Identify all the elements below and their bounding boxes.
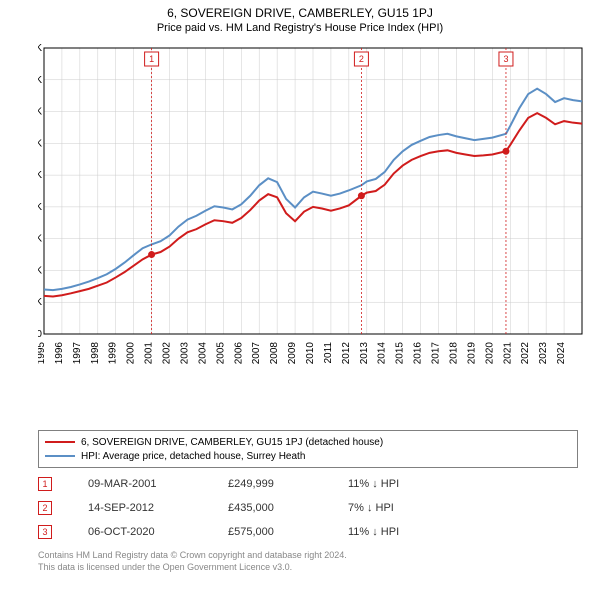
svg-text:2001: 2001 bbox=[144, 342, 155, 365]
legend-label: HPI: Average price, detached house, Surr… bbox=[81, 451, 305, 462]
svg-text:2008: 2008 bbox=[269, 342, 280, 365]
sale-price: £575,000 bbox=[228, 526, 348, 538]
chart-container: 6, SOVEREIGN DRIVE, CAMBERLEY, GU15 1PJ … bbox=[0, 0, 600, 590]
svg-text:2000: 2000 bbox=[126, 342, 137, 365]
legend: 6, SOVEREIGN DRIVE, CAMBERLEY, GU15 1PJ … bbox=[38, 430, 578, 468]
legend-item: 6, SOVEREIGN DRIVE, CAMBERLEY, GU15 1PJ … bbox=[45, 435, 571, 449]
svg-text:1998: 1998 bbox=[90, 342, 101, 365]
svg-text:£200K: £200K bbox=[38, 265, 42, 276]
svg-text:2010: 2010 bbox=[305, 342, 316, 365]
sale-date: 09-MAR-2001 bbox=[88, 478, 228, 490]
svg-text:£800K: £800K bbox=[38, 75, 42, 86]
sale-marker-icon: 3 bbox=[38, 525, 52, 539]
svg-text:1997: 1997 bbox=[72, 342, 83, 365]
footer-line: Contains HM Land Registry data © Crown c… bbox=[38, 550, 347, 562]
legend-item: HPI: Average price, detached house, Surr… bbox=[45, 449, 571, 463]
table-row: 3 06-OCT-2020 £575,000 11% ↓ HPI bbox=[38, 520, 578, 544]
svg-text:2007: 2007 bbox=[251, 342, 262, 365]
svg-text:2012: 2012 bbox=[341, 342, 352, 365]
svg-text:1996: 1996 bbox=[54, 342, 65, 365]
svg-text:2014: 2014 bbox=[377, 342, 388, 365]
sale-date: 14-SEP-2012 bbox=[88, 502, 228, 514]
sale-date: 06-OCT-2020 bbox=[88, 526, 228, 538]
sale-marker-icon: 2 bbox=[38, 501, 52, 515]
svg-text:£0: £0 bbox=[38, 329, 42, 340]
svg-text:3: 3 bbox=[503, 54, 508, 64]
legend-label: 6, SOVEREIGN DRIVE, CAMBERLEY, GU15 1PJ … bbox=[81, 437, 383, 448]
svg-text:2023: 2023 bbox=[538, 342, 549, 365]
sales-table: 1 09-MAR-2001 £249,999 11% ↓ HPI 2 14-SE… bbox=[38, 472, 578, 544]
svg-text:1: 1 bbox=[149, 54, 154, 64]
svg-text:2016: 2016 bbox=[413, 342, 424, 365]
svg-text:2013: 2013 bbox=[359, 342, 370, 365]
svg-text:2020: 2020 bbox=[484, 342, 495, 365]
sale-delta: 11% ↓ HPI bbox=[348, 478, 448, 490]
svg-text:2015: 2015 bbox=[395, 342, 406, 365]
table-row: 2 14-SEP-2012 £435,000 7% ↓ HPI bbox=[38, 496, 578, 520]
table-row: 1 09-MAR-2001 £249,999 11% ↓ HPI bbox=[38, 472, 578, 496]
svg-text:2005: 2005 bbox=[215, 342, 226, 365]
svg-text:2024: 2024 bbox=[556, 342, 567, 365]
sale-delta: 7% ↓ HPI bbox=[348, 502, 448, 514]
svg-text:2019: 2019 bbox=[466, 342, 477, 365]
svg-text:2022: 2022 bbox=[520, 342, 531, 365]
legend-swatch bbox=[45, 455, 75, 457]
svg-text:2017: 2017 bbox=[431, 342, 442, 365]
line-chart: 1 2 3 £0 £100K £200K £300K £400K £500K £600K £700… bbox=[38, 42, 588, 382]
svg-text:£500K: £500K bbox=[38, 170, 42, 181]
chart-title: 6, SOVEREIGN DRIVE, CAMBERLEY, GU15 1PJ bbox=[0, 0, 600, 22]
svg-text:£400K: £400K bbox=[38, 202, 42, 213]
svg-text:2: 2 bbox=[359, 54, 364, 64]
svg-text:2004: 2004 bbox=[197, 342, 208, 365]
chart-subtitle: Price paid vs. HM Land Registry's House … bbox=[0, 22, 600, 38]
footer-attribution: Contains HM Land Registry data © Crown c… bbox=[38, 550, 347, 573]
svg-text:2002: 2002 bbox=[162, 342, 173, 365]
svg-text:1995: 1995 bbox=[38, 342, 47, 365]
svg-text:2018: 2018 bbox=[448, 342, 459, 365]
svg-text:2009: 2009 bbox=[287, 342, 298, 365]
sale-marker-icon: 1 bbox=[38, 477, 52, 491]
svg-text:£700K: £700K bbox=[38, 107, 42, 118]
svg-text:2021: 2021 bbox=[502, 342, 513, 365]
sale-price: £249,999 bbox=[228, 478, 348, 490]
svg-text:£600K: £600K bbox=[38, 138, 42, 149]
sale-delta: 11% ↓ HPI bbox=[348, 526, 448, 538]
svg-text:2006: 2006 bbox=[233, 342, 244, 365]
svg-text:£100K: £100K bbox=[38, 297, 42, 308]
sale-price: £435,000 bbox=[228, 502, 348, 514]
svg-text:2003: 2003 bbox=[179, 342, 190, 365]
footer-line: This data is licensed under the Open Gov… bbox=[38, 562, 347, 574]
legend-swatch bbox=[45, 441, 75, 443]
svg-text:1999: 1999 bbox=[108, 342, 119, 365]
svg-text:£900K: £900K bbox=[38, 43, 42, 54]
svg-text:£300K: £300K bbox=[38, 234, 42, 245]
svg-text:2011: 2011 bbox=[323, 342, 334, 364]
